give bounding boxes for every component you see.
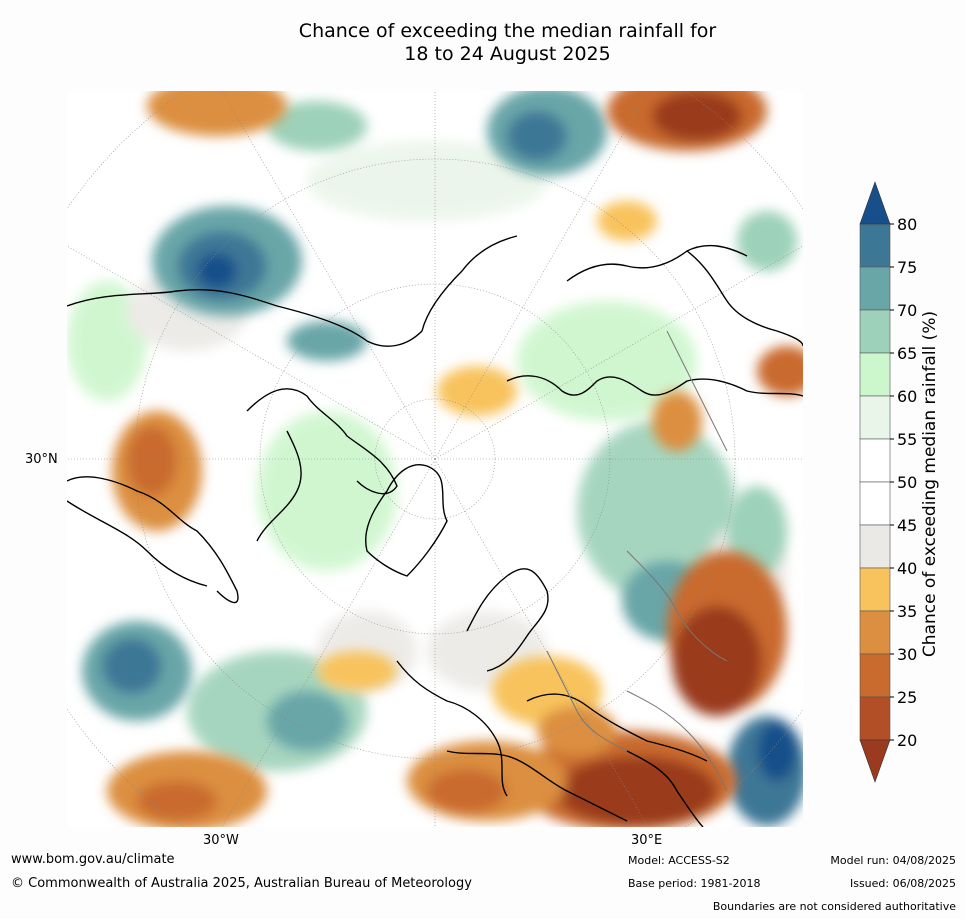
colorbar-svg: 80 75 70 65 60 55 50 45 40 35 30 25 20 (859, 181, 917, 783)
colorbar-tick-label: 35 (897, 602, 917, 621)
colorbar-title: Chance of exceeding median rainfall (%) (920, 310, 940, 658)
coastlines (67, 235, 803, 827)
colorbar-band (859, 696, 891, 741)
colorbar-tick-label: 65 (897, 344, 917, 363)
probability-fields (67, 91, 803, 827)
colorbar-tick-label: 30 (897, 645, 917, 664)
longitude-label-east: 30°E (631, 833, 663, 848)
colorbar-band (859, 567, 891, 612)
colorbar-band (859, 653, 891, 698)
colorbar-tick-label: 75 (897, 258, 917, 277)
colorbar-band (859, 309, 891, 354)
colorbar-tick-label: 25 (897, 688, 917, 707)
model-name: Model: ACCESS-S2 (628, 854, 730, 867)
colorbar-tick-label: 40 (897, 559, 917, 578)
latitude-label: 30°N (25, 452, 58, 467)
colorbar-band (859, 266, 891, 311)
colorbar-tick-label: 80 (897, 215, 917, 234)
chart-title: Chance of exceeding the median rainfall … (0, 20, 965, 66)
colorbar-tick-label: 55 (897, 430, 917, 449)
colorbar-band (859, 524, 891, 569)
colorbar-band (859, 438, 891, 483)
model-run-date: Model run: 04/08/2025 (830, 854, 956, 867)
website-link[interactable]: www.bom.gov.au/climate (11, 852, 175, 867)
title-line-1: Chance of exceeding the median rainfall … (298, 20, 717, 42)
map-canvas (67, 91, 803, 827)
base-period: Base period: 1981-2018 (628, 877, 761, 890)
borders (546, 330, 728, 792)
colorbar-band (859, 352, 891, 397)
colorbar-tick-label: 20 (897, 731, 917, 750)
colorbar-tick-label: 70 (897, 301, 917, 320)
issued-date: Issued: 06/08/2025 (849, 877, 956, 890)
colorbar-top-arrow (859, 181, 891, 225)
colorbar-band (859, 610, 891, 655)
colorbar-band (859, 223, 891, 268)
colorbar-bottom-arrow (859, 739, 891, 783)
boundaries-disclaimer: Boundaries are not considered authoritat… (712, 900, 956, 913)
colorbar-band (859, 481, 891, 526)
rainfall-probability-map (67, 91, 803, 827)
colorbar-band (859, 395, 891, 440)
colorbar: 80 75 70 65 60 55 50 45 40 35 30 25 20 (855, 180, 965, 790)
copyright-notice: © Commonwealth of Australia 2025, Austra… (11, 876, 472, 891)
graticule (67, 91, 803, 827)
title-line-2: 18 to 24 August 2025 (404, 43, 611, 65)
colorbar-tick-label: 50 (897, 473, 917, 492)
colorbar-tick-label: 60 (897, 387, 917, 406)
longitude-label-west: 30°W (203, 833, 239, 848)
colorbar-tick-label: 45 (897, 516, 917, 535)
